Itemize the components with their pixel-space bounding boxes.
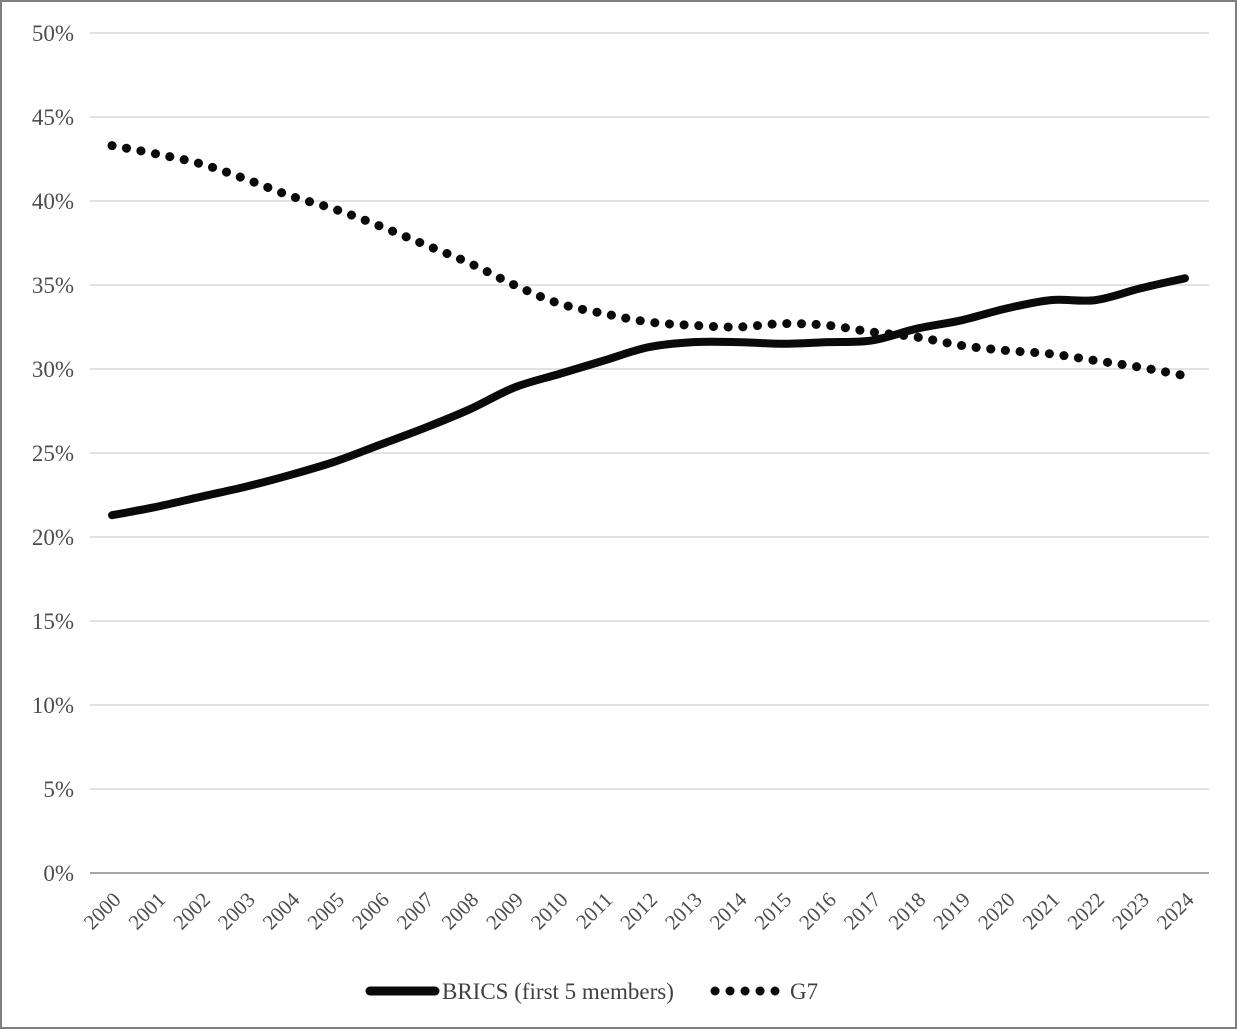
xtick-label-2004: 2004: [258, 887, 305, 934]
xtick-label-2000: 2000: [79, 888, 126, 935]
xtick-label-2019: 2019: [928, 888, 975, 935]
xtick-label-2005: 2005: [302, 888, 349, 935]
xtick-label-2009: 2009: [481, 888, 528, 935]
ytick-label-20%: 20%: [32, 525, 74, 550]
gridlines: [90, 32, 1209, 874]
brics-solid-series-line: [108, 274, 1189, 520]
xtick-label-2002: 2002: [168, 888, 215, 935]
xtick-label-2001: 2001: [124, 888, 171, 935]
xtick-label-2014: 2014: [705, 887, 752, 934]
g7-legend-label: G7: [790, 979, 818, 1004]
xtick-label-2021: 2021: [1018, 888, 1065, 935]
ytick-label-40%: 40%: [32, 189, 74, 214]
ytick-label-0%: 0%: [43, 861, 74, 886]
xtick-label-2024: 2024: [1152, 887, 1199, 934]
ytick-label-25%: 25%: [32, 441, 74, 466]
y-axis-tick-labels: 0% 5% 10% 15% 20% 25% 30% 35% 40% 45% 50%: [32, 21, 74, 886]
ytick-label-50%: 50%: [32, 21, 74, 46]
brics-legend-label: BRICS (first 5 members): [442, 979, 674, 1004]
ytick-label-5%: 5%: [43, 777, 74, 802]
ytick-label-30%: 30%: [32, 357, 74, 382]
xtick-label-2022: 2022: [1062, 888, 1109, 935]
xtick-label-2006: 2006: [347, 888, 394, 935]
g7-dotted-series-line: [107, 141, 1190, 381]
xtick-label-2017: 2017: [839, 888, 886, 935]
xtick-label-2018: 2018: [884, 888, 931, 935]
xtick-label-2012: 2012: [615, 888, 662, 935]
xtick-label-2007: 2007: [392, 888, 439, 935]
ytick-label-10%: 10%: [32, 693, 74, 718]
xtick-label-2016: 2016: [794, 888, 841, 935]
ytick-label-35%: 35%: [32, 273, 74, 298]
xtick-label-2015: 2015: [749, 888, 796, 935]
xtick-label-2013: 2013: [660, 888, 707, 935]
xtick-label-2023: 2023: [1107, 888, 1154, 935]
legend: BRICS (first 5 members) G7: [365, 979, 818, 1004]
xtick-label-2020: 2020: [973, 888, 1020, 935]
xtick-label-2003: 2003: [213, 888, 260, 935]
ytick-label-45%: 45%: [32, 105, 74, 130]
xtick-label-2008: 2008: [437, 888, 484, 935]
xtick-label-2011: 2011: [571, 888, 617, 934]
xtick-label-2010: 2010: [526, 888, 573, 935]
ytick-label-15%: 15%: [32, 609, 74, 634]
x-axis-tick-labels: 2000200120022003200420052006200720082009…: [79, 887, 1199, 934]
